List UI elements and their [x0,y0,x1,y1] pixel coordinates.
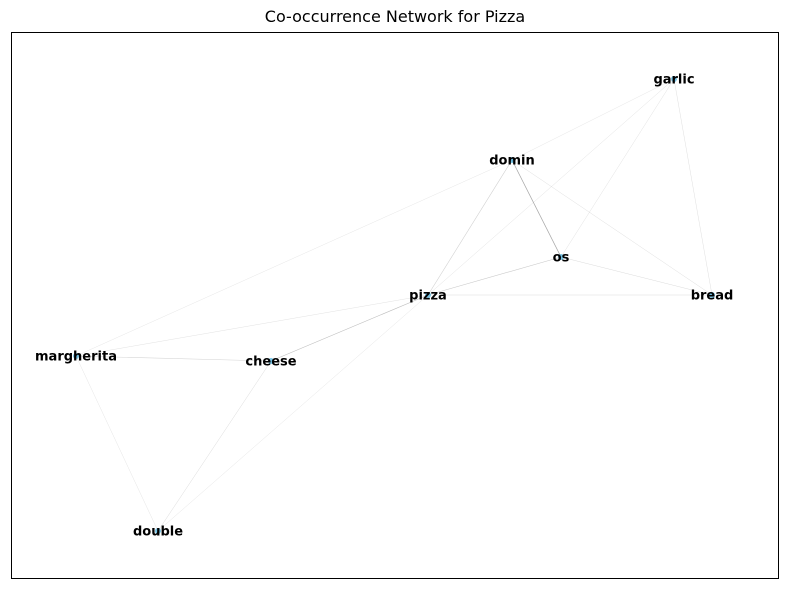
edge-pizza-margherita [75,294,429,357]
edge-domin-os [511,159,562,258]
edge-domin-bread [511,159,713,296]
edge-margherita-double [75,355,159,532]
node-double [155,528,161,534]
node-label-garlic: garlic [653,73,694,88]
label-layer: garlic domin os pizza bread margherita cheese d… [35,73,733,540]
node-layer [73,76,715,534]
edge-os-bread [560,256,713,296]
node-os [558,254,564,260]
node-label-domin: domin [489,154,535,169]
node-label-double: double [133,525,183,540]
edge-garlic-os [560,78,675,258]
node-cheese [268,358,274,364]
diagram-title: Co-occurrence Network for Pizza [264,7,526,26]
node-label-os: os [553,251,570,266]
node-pizza [425,292,431,298]
edge-garlic-pizza [427,78,675,296]
edge-cheese-double [157,360,272,532]
plot-frame [11,32,779,579]
node-garlic [671,76,677,82]
node-domin [509,157,515,163]
node-label-bread: bread [691,289,734,304]
edge-domin-garlic [511,78,675,161]
edge-cheese-margherita [75,355,272,362]
node-margherita [73,353,79,359]
edge-pizza-cheese [270,294,429,362]
edge-domin-margherita [75,159,513,357]
node-label-margherita: margherita [35,350,117,365]
node-label-pizza: pizza [409,289,447,304]
edge-pizza-double [157,294,429,532]
edge-os-pizza [427,256,562,296]
edge-garlic-bread [673,78,713,296]
edge-layer [75,78,713,532]
node-label-cheese: cheese [245,355,296,370]
node-bread [709,292,715,298]
edge-domin-pizza [427,159,513,296]
